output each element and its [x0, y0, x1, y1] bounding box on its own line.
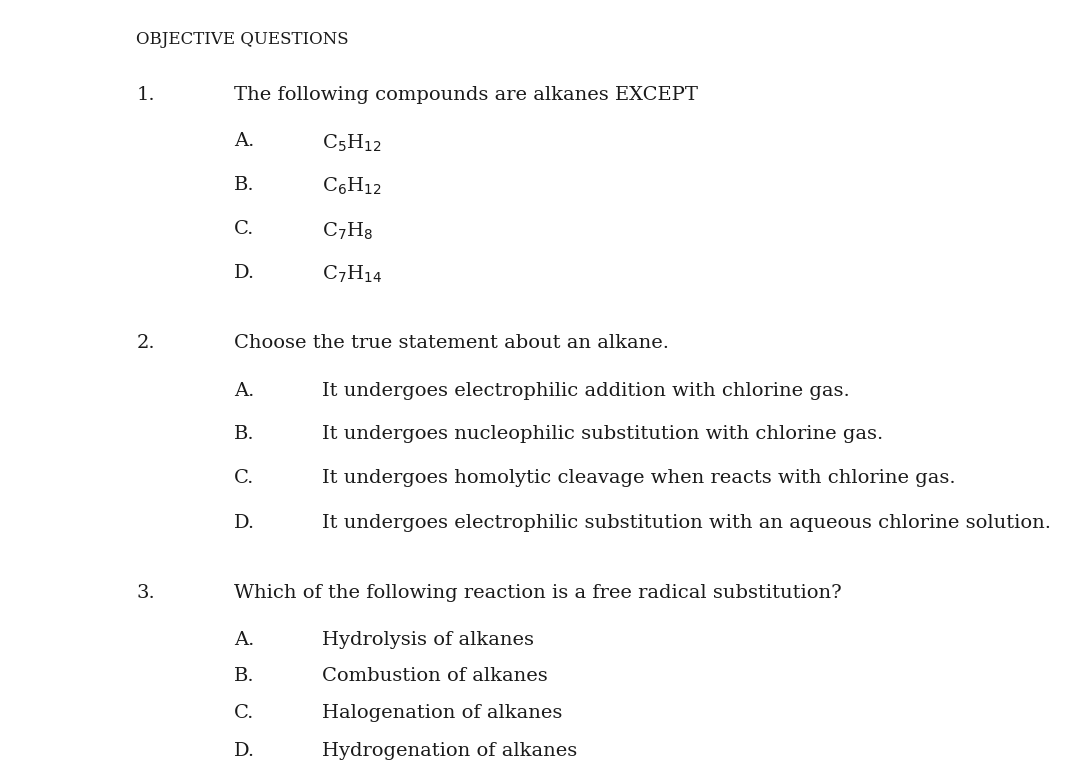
Text: C.: C.	[234, 469, 255, 487]
Text: It undergoes nucleophilic substitution with chlorine gas.: It undergoes nucleophilic substitution w…	[322, 425, 883, 444]
Text: B.: B.	[234, 176, 255, 194]
Text: Hydrogenation of alkanes: Hydrogenation of alkanes	[322, 742, 577, 760]
Text: C$_7$H$_{14}$: C$_7$H$_{14}$	[322, 264, 382, 285]
Text: A.: A.	[234, 631, 255, 649]
Text: It undergoes electrophilic substitution with an aqueous chlorine solution.: It undergoes electrophilic substitution …	[322, 514, 1051, 532]
Text: Combustion of alkanes: Combustion of alkanes	[322, 667, 547, 685]
Text: Which of the following reaction is a free radical substitution?: Which of the following reaction is a fre…	[234, 584, 843, 602]
Text: C$_7$H$_8$: C$_7$H$_8$	[322, 220, 373, 242]
Text: A.: A.	[234, 382, 255, 401]
Text: 3.: 3.	[136, 584, 155, 602]
Text: It undergoes electrophilic addition with chlorine gas.: It undergoes electrophilic addition with…	[322, 382, 849, 401]
Text: C$_5$H$_{12}$: C$_5$H$_{12}$	[322, 132, 382, 154]
Text: C.: C.	[234, 704, 255, 722]
Text: D.: D.	[234, 514, 255, 532]
Text: Halogenation of alkanes: Halogenation of alkanes	[322, 704, 562, 722]
Text: B.: B.	[234, 667, 255, 685]
Text: C$_6$H$_{12}$: C$_6$H$_{12}$	[322, 176, 382, 197]
Text: Hydrolysis of alkanes: Hydrolysis of alkanes	[322, 631, 533, 649]
Text: 2.: 2.	[136, 334, 155, 353]
Text: A.: A.	[234, 132, 255, 151]
Text: C.: C.	[234, 220, 255, 239]
Text: Choose the true statement about an alkane.: Choose the true statement about an alkan…	[234, 334, 669, 353]
Text: D.: D.	[234, 742, 255, 760]
Text: The following compounds are alkanes EXCEPT: The following compounds are alkanes EXCE…	[234, 86, 699, 105]
Text: OBJECTIVE QUESTIONS: OBJECTIVE QUESTIONS	[136, 31, 349, 47]
Text: B.: B.	[234, 425, 255, 444]
Text: It undergoes homolytic cleavage when reacts with chlorine gas.: It undergoes homolytic cleavage when rea…	[322, 469, 955, 487]
Text: 1.: 1.	[136, 86, 155, 105]
Text: D.: D.	[234, 264, 255, 282]
